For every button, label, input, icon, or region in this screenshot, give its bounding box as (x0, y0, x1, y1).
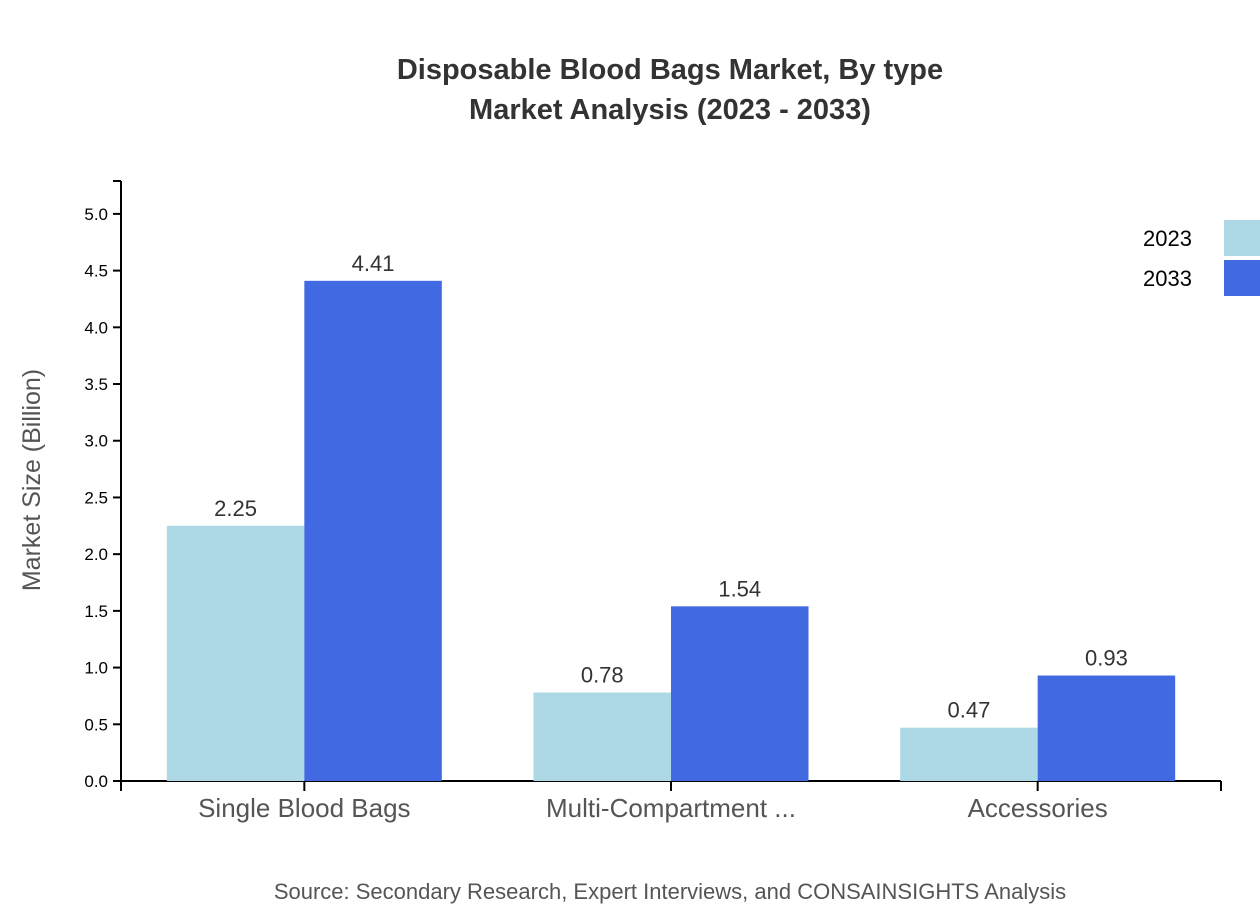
legend-swatch-2023 (1224, 220, 1260, 256)
bar-2023 (533, 692, 671, 781)
legend-swatch-2033 (1224, 260, 1260, 296)
y-tick-label: 1.5 (84, 602, 108, 621)
data-label: 0.78 (581, 663, 624, 688)
y-tick-label: 4.5 (84, 262, 108, 281)
data-label: 0.93 (1085, 646, 1128, 671)
y-axis-label: Market Size (Billion) (18, 369, 46, 591)
bar-2033 (304, 280, 442, 781)
y-tick-label: 5.0 (84, 205, 108, 224)
y-tick-label: 4.0 (84, 318, 108, 337)
data-label: 0.47 (948, 698, 991, 723)
y-tick-label: 0.5 (84, 715, 108, 734)
data-label: 4.41 (352, 251, 395, 276)
y-tick-label: 3.5 (84, 375, 108, 394)
y-tick-label: 2.0 (84, 545, 108, 564)
y-tick-label: 3.0 (84, 432, 108, 451)
y-tick-label: 2.5 (84, 488, 108, 507)
bar-2033 (1037, 675, 1176, 781)
chart-title: Disposable Blood Bags Market, By type (397, 54, 943, 86)
bar-2023 (900, 727, 1038, 781)
x-tick-label: Multi-Compartment ... (546, 793, 796, 823)
data-label: 2.25 (214, 496, 257, 521)
bar-2033 (671, 606, 809, 781)
y-tick-label: 1.0 (84, 659, 108, 678)
bar-2023 (166, 525, 305, 781)
legend-label: 2033 (1143, 266, 1192, 291)
legend-label: 2023 (1143, 226, 1192, 251)
x-tick-label: Accessories (968, 793, 1108, 823)
x-tick-label: Single Blood Bags (198, 793, 410, 823)
chart-subtitle: Market Analysis (2023 - 2033) (469, 94, 871, 126)
y-tick-label: 0.0 (84, 772, 108, 791)
data-label: 1.54 (718, 576, 761, 601)
source-note: Source: Secondary Research, Expert Inter… (274, 879, 1066, 904)
